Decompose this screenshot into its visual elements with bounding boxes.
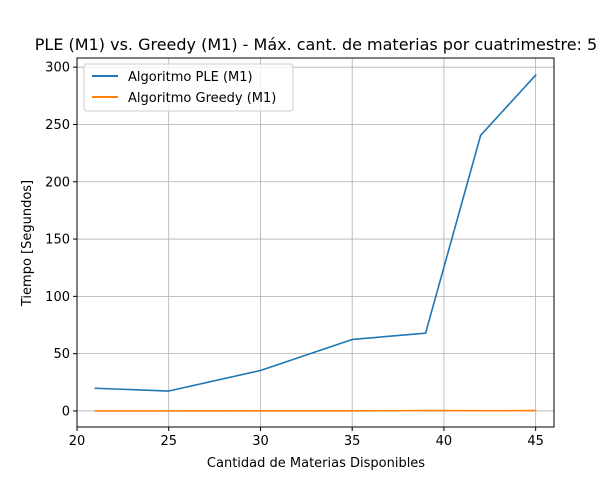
x-tick-label: 20	[69, 434, 86, 449]
legend-label-ple: Algoritmo PLE (M1)	[128, 70, 253, 85]
legend: Algoritmo PLE (M1) Algoritmo Greedy (M1)	[83, 63, 294, 112]
plot-area-frame	[76, 57, 555, 428]
y-tick-label: 0	[62, 404, 70, 419]
y-tick-label: 50	[53, 347, 70, 362]
y-ticks: 0 50 100 150 200 250 300	[45, 61, 77, 419]
x-tick-label: 45	[527, 434, 544, 449]
legend-label-greedy: Algoritmo Greedy (M1)	[128, 91, 276, 106]
y-tick-label: 300	[45, 61, 70, 76]
x-ticks: 20 25 30 35 40 45	[69, 427, 544, 449]
y-tick-label: 150	[45, 233, 70, 248]
y-tick-label: 200	[45, 175, 70, 190]
y-tick-label: 100	[45, 290, 70, 305]
x-axis-label: Cantidad de Materias Disponibles	[207, 456, 425, 471]
legend-box	[83, 63, 294, 112]
series-lines	[94, 74, 537, 412]
chart-title: PLE (M1) vs. Greedy (M1) - Máx. cant. de…	[35, 35, 597, 54]
x-tick-label: 35	[344, 434, 361, 449]
series-line-ple	[94, 74, 537, 392]
x-tick-label: 40	[436, 434, 453, 449]
x-tick-label: 25	[160, 434, 177, 449]
y-axis-label: Tiempo [Segundos]	[20, 180, 35, 307]
x-tick-label: 30	[252, 434, 269, 449]
y-tick-label: 250	[45, 118, 70, 133]
